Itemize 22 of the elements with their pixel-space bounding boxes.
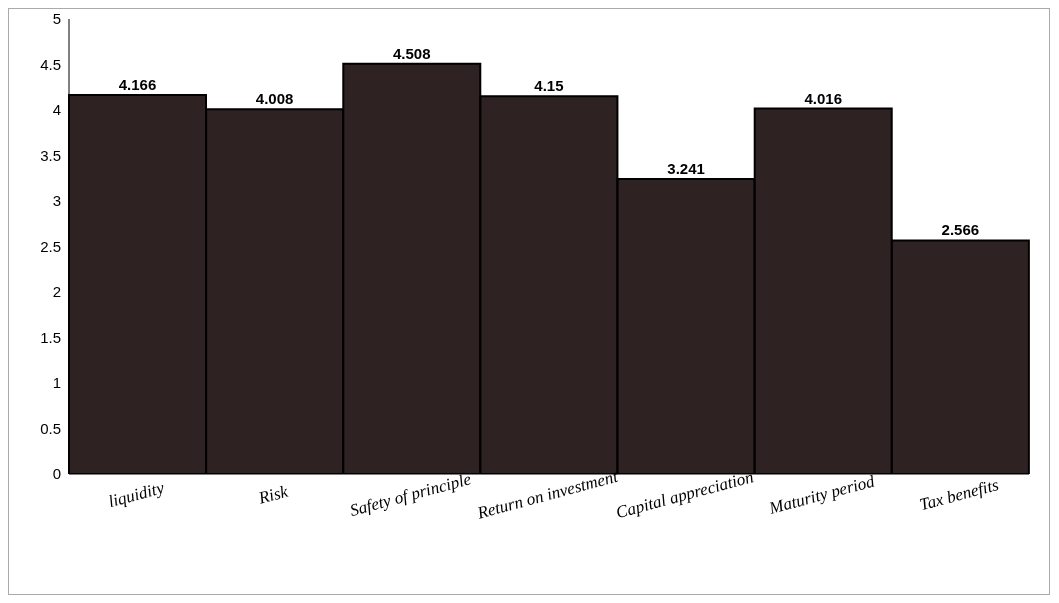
y-tick-label: 0 — [52, 465, 61, 483]
y-tick-label: 2 — [52, 283, 61, 301]
x-tick-label: Risk — [255, 481, 291, 508]
data-label: 2.566 — [941, 221, 980, 239]
x-tick-label: Tax benefits — [917, 474, 1001, 515]
data-label: 4.008 — [255, 90, 294, 108]
y-tick-label: 0.5 — [40, 419, 61, 437]
y-tick-label: 4 — [52, 101, 61, 119]
y-tick-label: 3 — [52, 192, 61, 210]
x-tick-label: Maturity period — [766, 471, 878, 519]
y-tick-label: 1.5 — [40, 328, 61, 346]
y-tick-label: 1 — [52, 374, 61, 392]
x-tick-label: liquidity — [106, 478, 167, 512]
y-tick-label: 5 — [52, 10, 61, 28]
data-label: 4.166 — [118, 75, 157, 93]
y-tick-label: 4.5 — [40, 55, 61, 73]
data-label: 4.15 — [534, 77, 564, 95]
data-label: 4.508 — [393, 44, 431, 62]
data-label: 3.241 — [667, 160, 705, 178]
y-tick-label: 3.5 — [40, 146, 61, 164]
data-label: 4.016 — [804, 89, 842, 107]
y-tick-label: 2.5 — [40, 237, 61, 255]
